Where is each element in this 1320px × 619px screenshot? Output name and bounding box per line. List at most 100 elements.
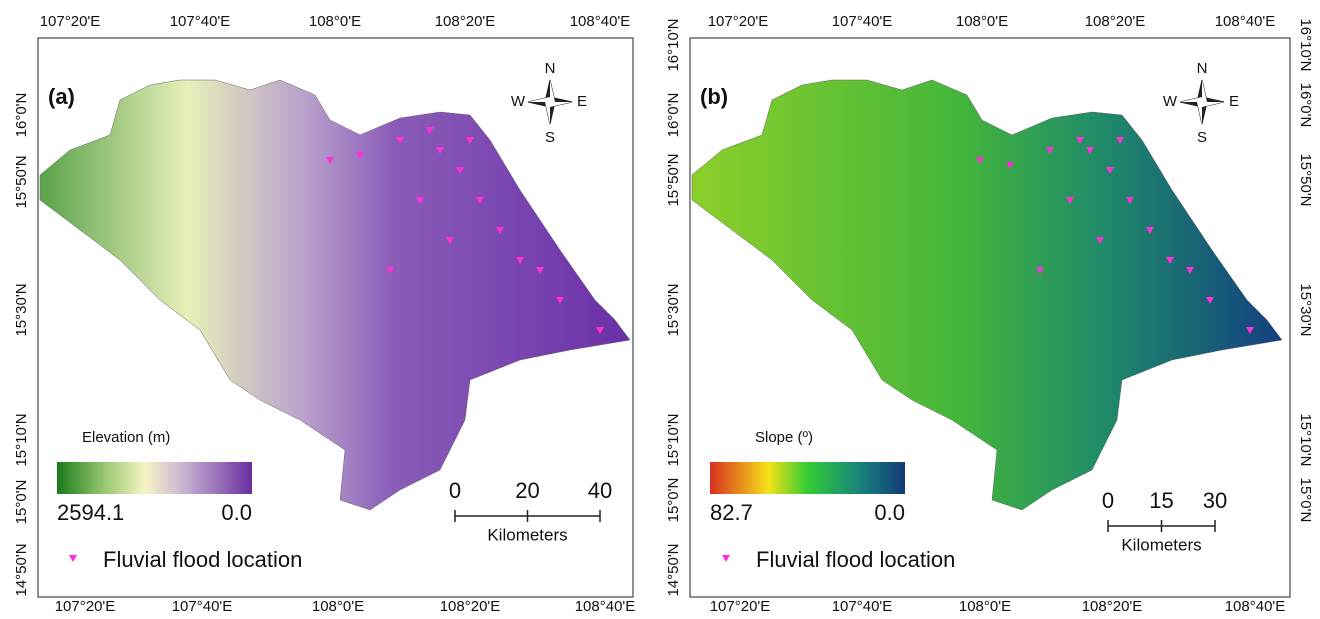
flood-point [976,157,984,164]
lat-label: 15°30'N [665,283,682,336]
panel-label: (b) [700,84,728,109]
flood-point [416,197,424,204]
frame [37,37,634,598]
flood-point [1046,147,1054,154]
lat-label: 16°10'N [1297,18,1314,71]
compass-n: N [1197,60,1208,77]
scale-label: 30 [1203,488,1227,513]
lat-label: 15°10'N [13,413,30,466]
legend-title: Slope (º) [755,429,813,446]
lon-label: 108°40'E [1225,598,1286,615]
flood-point [396,137,404,144]
scale-bar [1107,520,1216,532]
flood-point [1166,257,1174,264]
legend-title: Elevation (m) [82,429,170,446]
scale-label: 0 [449,478,461,503]
lon-label: 108°20'E [440,598,501,615]
flood-point [426,127,434,134]
lat-label: 15°50'N [665,153,682,206]
lat-label: 15°0'N [1297,478,1314,523]
lon-label: 107°40'E [832,13,893,30]
lon-label: 108°20'E [1082,598,1143,615]
flood-point [476,197,484,204]
flood-legend: Fluvial flood location [756,547,955,572]
flood-point [596,327,604,334]
lon-label: 108°20'E [1085,13,1146,30]
lat-label: 15°50'N [1297,153,1314,206]
flood-point [1066,197,1074,204]
lat-label: 15°10'N [665,413,682,466]
lon-label: 107°20'E [55,598,116,615]
compass-n: N [545,60,556,77]
lat-label: 14°50'N [665,543,682,596]
flood-point [1126,197,1134,204]
lon-label: 108°20'E [435,13,496,30]
legend-max: 0.0 [874,500,905,525]
scale-unit: Kilometers [487,525,567,544]
compass-e: E [577,93,587,110]
compass [1180,80,1224,124]
flood-point [466,137,474,144]
lat-label: 16°0'N [13,93,30,138]
compass [528,80,572,124]
lat-label: 15°0'N [665,478,682,523]
lat-label: 15°50'N [13,155,30,208]
study-area [39,79,631,511]
scale-label: 15 [1149,488,1173,513]
lat-label: 16°10'N [665,18,682,71]
scale-label: 40 [588,478,612,503]
lon-label: 108°40'E [570,13,631,30]
lon-label: 107°40'E [832,598,893,615]
flood-point [456,167,464,174]
compass-w: W [1163,93,1178,110]
lat-label: 15°30'N [13,283,30,336]
lat-label: 16°0'N [1297,83,1314,128]
scale-bar [454,510,601,522]
frame [689,37,1291,598]
legend-min: 82.7 [710,500,753,525]
flood-point [1036,267,1044,274]
flood-point [1206,297,1214,304]
panel-label: (a) [48,84,75,109]
lat-label: 15°0'N [13,480,30,525]
flood-point [1246,327,1254,334]
study-area [691,79,1283,511]
colorbar [710,462,905,494]
compass-e: E [1229,93,1239,110]
flood-point [1076,137,1084,144]
lon-label: 107°20'E [40,13,101,30]
lat-label: 15°10'N [1297,413,1314,466]
compass-s: S [545,129,555,146]
lat-label: 14°50'N [13,543,30,596]
flood-point [1116,137,1124,144]
flood-point [1106,167,1114,174]
flood-point [496,227,504,234]
lon-label: 108°0'E [312,598,364,615]
lat-label: 15°30'N [1297,283,1314,336]
flood-point [436,147,444,154]
flood-legend: Fluvial flood location [103,547,302,572]
scale-unit: Kilometers [1121,535,1201,554]
lon-label: 107°40'E [172,598,233,615]
flood-point [326,157,334,164]
flood-point [1186,267,1194,274]
lon-label: 108°40'E [575,598,636,615]
colorbar [57,462,252,494]
flood-legend-symbol [722,555,730,562]
flood-point [516,257,524,264]
lon-label: 108°40'E [1215,13,1276,30]
lon-label: 107°20'E [710,598,771,615]
legend-max: 0.0 [221,500,252,525]
flood-point [556,297,564,304]
lon-label: 108°0'E [309,13,361,30]
flood-point [356,152,364,159]
flood-point [536,267,544,274]
legend-min: 2594.1 [57,500,124,525]
flood-point [1096,237,1104,244]
flood-point [1146,227,1154,234]
lon-label: 108°0'E [956,13,1008,30]
compass-w: W [511,93,526,110]
flood-point [386,267,394,274]
lon-label: 107°20'E [708,13,769,30]
